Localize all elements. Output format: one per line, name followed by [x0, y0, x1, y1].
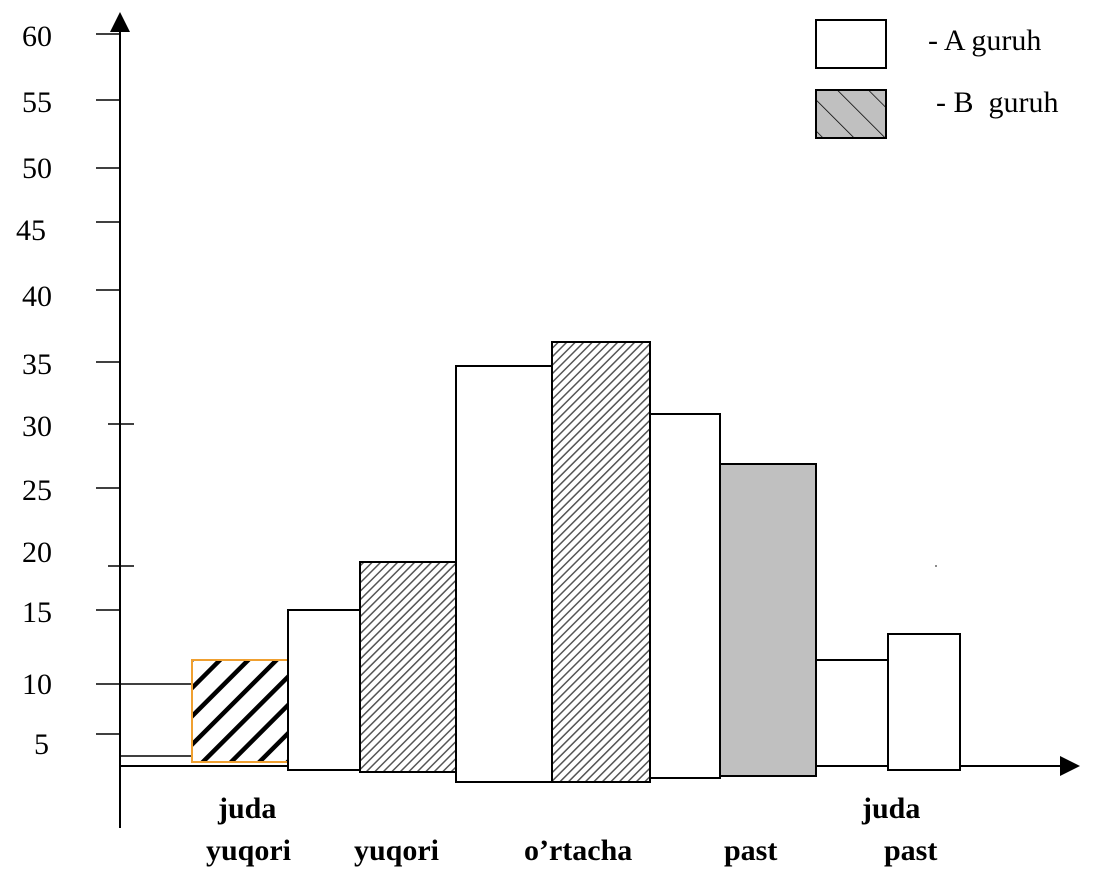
y-tick-label: 20: [22, 536, 52, 569]
bar-a-yuqori: [455, 365, 553, 783]
category-label-juda-yuqori-line2: yuqori: [206, 834, 291, 867]
bar-b-past: [719, 463, 817, 777]
y-tick-label: 45: [16, 214, 46, 247]
legend: - A guruh - B guruh: [815, 19, 1059, 139]
category-label-ortacha: o’rtacha: [524, 834, 632, 867]
category-label-past: past: [724, 834, 777, 867]
y-tick-label: 30: [22, 410, 52, 443]
y-tick-label: 5: [34, 728, 49, 761]
category-label-juda-past-line1: juda: [861, 792, 920, 825]
bars: [191, 341, 961, 783]
y-ticks: 60 55 50 45 40 35 30 25 20 15 10 5: [16, 20, 192, 761]
bar-a-juda-yuqori: [287, 609, 361, 771]
bar-a-ortacha: [649, 413, 721, 779]
x-category-labels: juda yuqori yuqori o’rtacha past juda pa…: [206, 792, 937, 867]
y-tick-label: 35: [22, 348, 52, 381]
bar-b-yuqori: [359, 561, 457, 773]
y-tick-label: 55: [22, 86, 52, 119]
y-tick-label: 15: [22, 596, 52, 629]
legend-swatch-b: [815, 89, 887, 139]
stray-dot: [935, 565, 937, 567]
y-tick-label: 10: [22, 668, 52, 701]
y-tick-label: 25: [22, 474, 52, 507]
bar-b-juda-yuqori: [191, 659, 289, 763]
y-tick-label: 40: [22, 280, 52, 313]
legend-label-a: - A guruh: [928, 24, 1041, 57]
y-tick-label: 50: [22, 152, 52, 185]
category-label-juda-yuqori-line1: juda: [217, 792, 276, 825]
bar-a-past: [815, 659, 889, 767]
y-tick-label: 60: [22, 20, 52, 53]
category-label-juda-past-line2: past: [884, 834, 937, 867]
category-label-yuqori: yuqori: [354, 834, 439, 867]
bar-b-ortacha: [551, 341, 651, 783]
legend-swatch-a: [815, 19, 887, 69]
legend-label-b: - B guruh: [936, 86, 1059, 119]
bar-a-juda-past: [887, 633, 961, 771]
